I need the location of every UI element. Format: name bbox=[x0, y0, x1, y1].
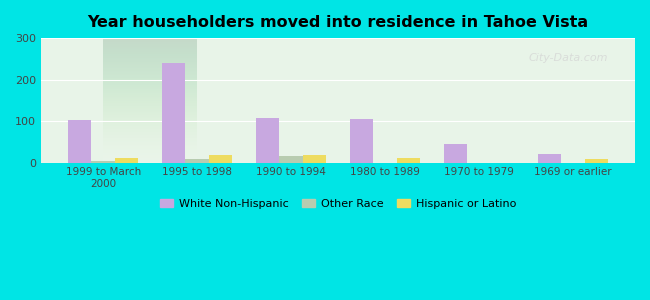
Bar bbox=[303, 155, 326, 163]
Bar bbox=[584, 159, 608, 163]
Bar bbox=[185, 159, 209, 163]
Bar bbox=[68, 120, 92, 163]
Title: Year householders moved into residence in Tahoe Vista: Year householders moved into residence i… bbox=[88, 15, 588, 30]
Bar bbox=[92, 160, 115, 163]
Bar bbox=[538, 154, 561, 163]
Bar bbox=[280, 156, 303, 163]
Bar bbox=[444, 143, 467, 163]
Bar bbox=[350, 119, 373, 163]
Bar bbox=[209, 155, 232, 163]
Bar bbox=[396, 158, 420, 163]
Bar bbox=[115, 158, 138, 163]
Text: City-Data.com: City-Data.com bbox=[528, 53, 608, 63]
Bar bbox=[162, 63, 185, 163]
Bar bbox=[256, 118, 280, 163]
Legend: White Non-Hispanic, Other Race, Hispanic or Latino: White Non-Hispanic, Other Race, Hispanic… bbox=[155, 194, 521, 213]
